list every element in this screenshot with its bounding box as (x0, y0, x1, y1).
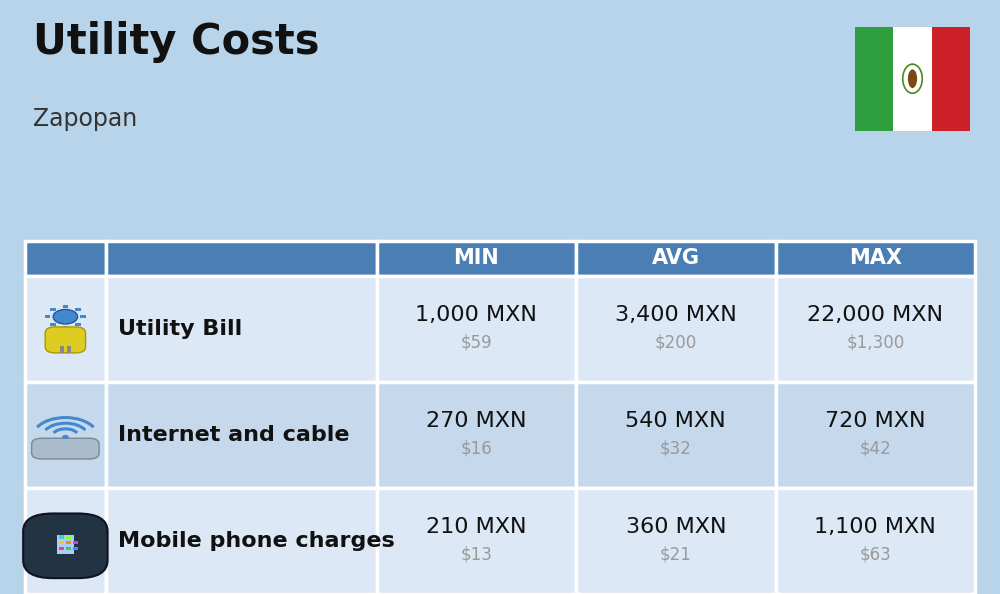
Bar (25, 488, 106, 594)
Bar (66, 535, 71, 539)
Text: $200: $200 (655, 334, 697, 352)
Bar (576, 276, 776, 382)
Text: $16: $16 (460, 440, 492, 458)
Text: $21: $21 (660, 546, 692, 564)
Bar (576, 382, 776, 488)
Bar (106, 241, 376, 276)
Bar (73, 546, 78, 550)
Text: 270 MXN: 270 MXN (426, 411, 526, 431)
Circle shape (62, 435, 69, 439)
Text: 360 MXN: 360 MXN (626, 517, 726, 537)
Bar (776, 276, 975, 382)
Bar (67, 346, 71, 353)
Bar (776, 488, 975, 594)
Text: 540 MXN: 540 MXN (625, 411, 726, 431)
Bar (25, 382, 106, 488)
Text: AVG: AVG (652, 248, 700, 268)
Bar (59, 535, 64, 539)
FancyBboxPatch shape (32, 438, 99, 459)
Bar (60, 346, 64, 353)
Text: $42: $42 (859, 440, 891, 458)
Bar (66, 541, 71, 544)
Text: 720 MXN: 720 MXN (825, 411, 926, 431)
Bar (106, 488, 376, 594)
Bar (63, 326, 68, 329)
Bar (50, 308, 56, 311)
Text: $13: $13 (460, 546, 492, 564)
Bar (376, 382, 576, 488)
Bar (893, 27, 932, 131)
Text: $63: $63 (859, 546, 891, 564)
Text: 3,400 MXN: 3,400 MXN (615, 305, 737, 325)
Bar (66, 546, 71, 550)
Bar (75, 323, 81, 326)
Bar (376, 488, 576, 594)
Bar (25, 241, 106, 276)
Text: $59: $59 (460, 334, 492, 352)
Text: 22,000 MXN: 22,000 MXN (807, 305, 943, 325)
Bar (75, 308, 81, 311)
Bar (106, 276, 376, 382)
Text: $32: $32 (660, 440, 692, 458)
Text: 1,000 MXN: 1,000 MXN (415, 305, 537, 325)
Bar (932, 27, 970, 131)
Bar (80, 315, 86, 318)
Text: Internet and cable: Internet and cable (118, 425, 349, 445)
Text: Zapopan: Zapopan (33, 107, 137, 131)
Text: Mobile phone charges: Mobile phone charges (118, 531, 394, 551)
Text: 1,100 MXN: 1,100 MXN (814, 517, 936, 537)
Ellipse shape (908, 69, 917, 88)
Text: Utility Bill: Utility Bill (118, 319, 242, 339)
Bar (59, 546, 64, 550)
Text: Utility Costs: Utility Costs (33, 21, 320, 63)
Text: $1,300: $1,300 (846, 334, 904, 352)
Bar (376, 241, 576, 276)
Bar (63, 305, 68, 308)
Circle shape (53, 309, 78, 324)
Bar (576, 488, 776, 594)
FancyBboxPatch shape (45, 327, 86, 353)
Bar (376, 276, 576, 382)
Bar (576, 241, 776, 276)
Bar (73, 541, 78, 544)
Bar (50, 323, 56, 326)
Bar (57, 535, 74, 554)
Text: MIN: MIN (453, 248, 499, 268)
Bar (855, 27, 893, 131)
Bar (45, 315, 50, 318)
FancyBboxPatch shape (23, 513, 108, 578)
Text: MAX: MAX (849, 248, 902, 268)
Bar (25, 276, 106, 382)
Bar (776, 382, 975, 488)
Text: 210 MXN: 210 MXN (426, 517, 526, 537)
Bar (59, 541, 64, 544)
Bar (776, 241, 975, 276)
Bar (106, 382, 376, 488)
